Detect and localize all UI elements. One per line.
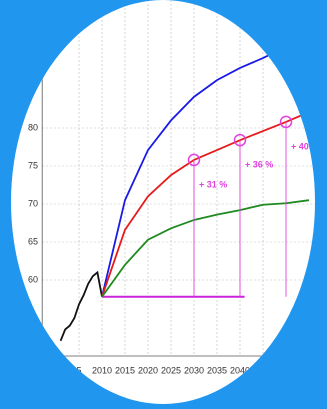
x-tick-label: 5	[76, 365, 81, 375]
annotation-label: + 31 %	[199, 179, 227, 189]
x-tick-label: 20	[258, 365, 268, 375]
series-line	[59, 270, 103, 342]
y-tick-label: 75	[28, 160, 38, 170]
y-tick-label: 65	[28, 236, 38, 246]
series-line	[101, 111, 310, 298]
series-line	[101, 45, 287, 297]
x-tick-label: 2025	[161, 365, 181, 375]
series-line	[101, 199, 310, 298]
annotation-label: + 36 %	[245, 160, 273, 170]
plot: 60 65 70 75 80 5 2010 2015 2020 2025 2030 2035 2040 2…	[28, 0, 319, 375]
x-tick-label: 2035	[207, 365, 227, 375]
background-oval	[11, 0, 315, 404]
x-tick-label: 2010	[92, 365, 112, 375]
annotation-label: + 40 %	[291, 141, 319, 151]
x-tick-label: 2040	[230, 365, 250, 375]
x-tick-label: 2015	[115, 365, 135, 375]
x-tick-label: 2020	[138, 365, 158, 375]
y-tick-label: 80	[28, 122, 38, 132]
annotation-marker	[233, 133, 247, 147]
y-tick-label: 60	[28, 274, 38, 284]
y-tick-label: 70	[28, 198, 38, 208]
annotation-marker	[279, 115, 293, 129]
annotation-marker	[187, 153, 201, 167]
x-tick-label: 2030	[184, 365, 204, 375]
